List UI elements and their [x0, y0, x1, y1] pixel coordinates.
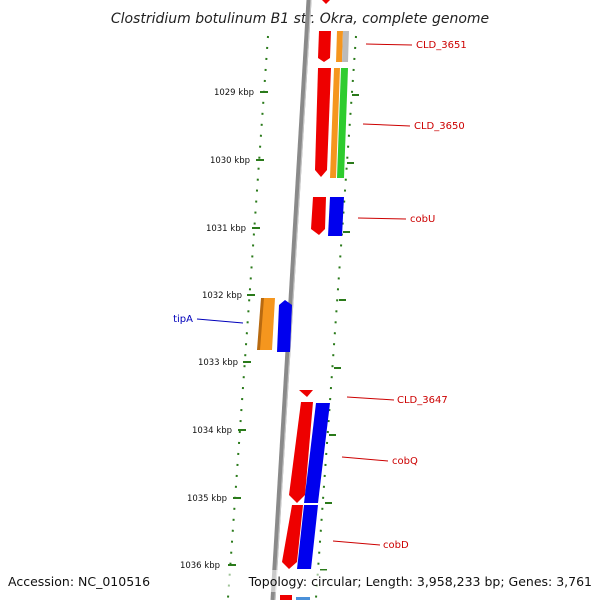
leader-line — [365, 43, 413, 46]
gene-feature-red-top — [322, 0, 330, 4]
leader-line — [196, 318, 244, 324]
tick-label: 1033 kbp — [198, 358, 238, 368]
gene-labels: CLD_3651 CLD_3650 cobU tipA CLD_3647 cob… — [173, 40, 467, 551]
gene-feature-cobq[interactable] — [289, 402, 313, 503]
gene-label-tipa[interactable]: tipA — [173, 314, 193, 325]
gene-label-cobu[interactable]: cobU — [410, 214, 435, 225]
map-title: Clostridium botulinum B1 str. Okra, comp… — [111, 11, 489, 27]
gene-feature-gray — [342, 31, 349, 62]
gene-feature-blue — [328, 197, 344, 236]
gene-feature-blue-bottom — [296, 597, 310, 600]
gene-feature-red-bottom — [280, 595, 292, 600]
leader-line — [332, 540, 381, 546]
label-leaders — [196, 43, 413, 546]
gene-feature-blue-minus — [277, 300, 292, 352]
tick-label: 1036 kbp — [180, 561, 220, 571]
plus-strand-features — [280, 0, 349, 600]
gene-label-cobq[interactable]: cobQ — [392, 456, 418, 467]
gene-feature-orange-2 — [330, 68, 340, 178]
gene-feature-cobu[interactable] — [311, 197, 326, 235]
accession-text: Accession: NC_010516 — [8, 574, 150, 589]
gene-feature-tipa-shade — [257, 298, 264, 350]
footer-backdrop — [0, 570, 600, 592]
minus-strand-features — [257, 298, 292, 352]
gene-feature-cld3650[interactable] — [315, 68, 331, 177]
tick-label: 1032 kbp — [202, 291, 242, 301]
gene-feature-cld3647[interactable] — [299, 390, 313, 397]
tick-label: 1029 kbp — [214, 88, 254, 98]
gene-label-cld3650[interactable]: CLD_3650 — [414, 121, 465, 132]
genome-summary-text: Topology: circular; Length: 3,958,233 bp… — [248, 574, 592, 589]
leader-line — [341, 456, 389, 462]
gene-label-cobd[interactable]: cobD — [383, 540, 409, 551]
gene-feature-green — [337, 68, 348, 178]
gene-label-cld3651[interactable]: CLD_3651 — [416, 40, 467, 51]
gene-feature-blue-3 — [297, 505, 318, 569]
tick-label: 1031 kbp — [206, 224, 246, 234]
kbp-ticks: 1029 kbp 1030 kbp 1031 kbp 1032 kbp 1033… — [180, 88, 359, 571]
genome-backbone — [270, 0, 312, 600]
leader-line — [362, 123, 411, 127]
leader-line — [357, 217, 407, 220]
gene-feature-orange — [336, 31, 343, 62]
gene-feature-blue-2 — [304, 403, 330, 503]
gene-label-cld3647[interactable]: CLD_3647 — [397, 395, 448, 406]
tick-label: 1030 kbp — [210, 156, 250, 166]
gene-feature-cld3651[interactable] — [318, 31, 331, 62]
leader-line — [346, 396, 395, 401]
tick-label: 1035 kbp — [187, 494, 227, 504]
gene-feature-cobd[interactable] — [282, 505, 303, 569]
tick-label: 1034 kbp — [192, 426, 232, 436]
genome-backbone-highlight — [274, 0, 312, 600]
